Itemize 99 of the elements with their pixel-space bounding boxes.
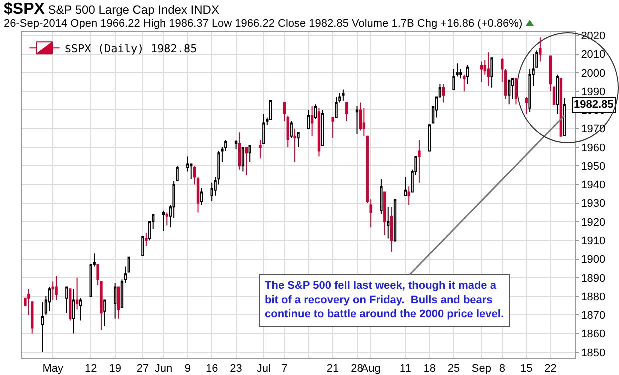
legend-label: $SPX (Daily) 1982.85 (64, 42, 198, 56)
candlestick (563, 98, 566, 136)
candlestick (79, 298, 82, 322)
candlestick (166, 212, 169, 226)
candlestick (283, 102, 286, 122)
y-tick-label: 1990 (581, 86, 606, 98)
candlestick (394, 199, 397, 243)
candlestick (525, 96, 528, 114)
x-tick-label: 21 (326, 363, 340, 375)
y-tick-label: 1930 (581, 198, 606, 210)
annotation: The S&P 500 fell last week, though it made a bit of a recovery on Friday. Bulls and bears continue to battle around the 2000 price level. (265, 280, 504, 321)
candlestick (490, 58, 494, 88)
candlestick (308, 110, 310, 130)
candlestick (390, 206, 394, 252)
x-tick-label: 27 (136, 363, 150, 375)
chart-title: $SPX S&P 500 Large Cap Index INDX (4, 1, 220, 19)
candlestick (128, 256, 130, 273)
candlestick (66, 286, 68, 314)
y-tick-label: 1890 (581, 272, 606, 285)
x-tick-label: 28 (351, 363, 364, 375)
x-tick-label: 9 (184, 363, 191, 375)
candlestick (384, 192, 386, 236)
candlestick (259, 140, 262, 160)
candlestick (387, 206, 390, 240)
y-tick-label: 1940 (581, 180, 606, 192)
candlestick (310, 106, 314, 137)
candlestick (318, 108, 321, 158)
candlestick (69, 288, 72, 322)
candlestick (332, 117, 334, 139)
candlestick (428, 124, 432, 152)
candlestick (41, 302, 44, 353)
x-tick-label: 8 (499, 363, 506, 375)
y-tick-label: 1910 (581, 235, 606, 248)
candlestick (380, 178, 383, 216)
y-tick-label: 1950 (581, 160, 606, 173)
candlestick (335, 96, 338, 118)
y-tick-label: 1960 (581, 142, 606, 154)
y-tick-label: 2010 (581, 49, 606, 62)
candlestick (294, 128, 296, 163)
x-tick-label: 16 (206, 363, 218, 375)
candlestick (238, 132, 242, 170)
candlestick (346, 102, 348, 122)
x-tick-label: 18 (424, 363, 436, 375)
x-tick-label: 25 (448, 363, 460, 375)
x-tick-label: 19 (109, 363, 122, 375)
x-tick-label: 23 (230, 363, 242, 375)
candlestick (408, 186, 410, 206)
candlestick (442, 84, 446, 104)
candlestick (321, 110, 324, 146)
x-tick-label: Sep (472, 363, 492, 375)
y-tick-label: 1900 (581, 254, 606, 266)
candlestick (55, 276, 58, 301)
candlestick (234, 140, 238, 150)
candlestick (480, 61, 484, 83)
candlestick (508, 80, 511, 106)
candlestick (463, 74, 466, 92)
candlestick (142, 236, 144, 256)
x-tick-label: 22 (544, 363, 557, 375)
candlestick (242, 147, 245, 172)
candlestick (162, 210, 166, 232)
x-tick-label: 11 (400, 363, 412, 375)
candlestick (200, 188, 204, 206)
x-tick-label: Aug (361, 363, 381, 375)
candlestick (104, 300, 106, 327)
x-tick-label: May (42, 363, 64, 375)
candlestick (342, 89, 345, 102)
y-tick-label: 1870 (581, 310, 606, 322)
y-tick-label: 1860 (581, 328, 606, 341)
y-tick-label: 1880 (581, 291, 606, 304)
x-tick-label: 7 (282, 363, 288, 375)
candlestick (404, 176, 407, 196)
y-tick-label: 1850 (581, 347, 606, 360)
candlestick (297, 132, 300, 148)
candlestick (76, 277, 79, 310)
y-tick-label: 1920 (581, 216, 606, 229)
x-tick-label: 15 (520, 363, 533, 375)
candlestick (314, 104, 318, 120)
candlestick (72, 288, 76, 334)
x-tick-label: Jun (154, 363, 173, 375)
candlestick (117, 286, 120, 320)
candlestick (356, 106, 359, 135)
candlestick (245, 147, 248, 176)
candlestick (286, 115, 290, 148)
y-tick-label: 2000 (581, 68, 606, 80)
candlestick (290, 120, 293, 139)
candlestick (48, 286, 51, 312)
candlestick (262, 113, 266, 144)
candlestick (466, 65, 470, 85)
candlestick (248, 145, 252, 163)
candlestick (556, 74, 560, 114)
chart-subtitle: 26-Sep-2014 Open 1966.22 High 1986.37 Low 1966.22 Close 1982.85 Volume 1.7B Chg +16.86 (+0.86%) (4, 18, 523, 30)
annotation: 1982.85 (574, 99, 614, 111)
candlestick (114, 282, 117, 320)
x-tick-label: Jul (256, 363, 271, 375)
candlestick (539, 37, 542, 62)
x-tick-label: 12 (85, 363, 98, 375)
candlestick (145, 232, 148, 247)
candlestick (418, 140, 421, 184)
candlestick (487, 52, 490, 87)
